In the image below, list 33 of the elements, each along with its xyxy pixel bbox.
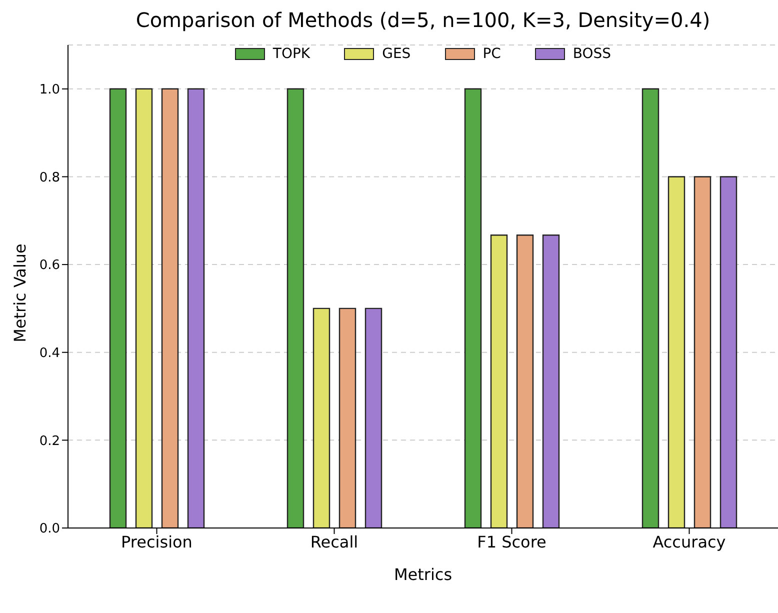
bar [109, 88, 127, 528]
y-tick-label: 1.0 [39, 82, 60, 98]
bar [187, 88, 205, 528]
bar [312, 308, 330, 528]
y-tick-label: 0.0 [39, 522, 60, 537]
bar [338, 308, 356, 528]
bar [161, 88, 179, 528]
bar [720, 176, 738, 528]
y-tick-label: 0.6 [39, 258, 60, 274]
x-tick-label: Accuracy [652, 532, 726, 552]
bar [642, 88, 660, 528]
y-axis-title: Metric Value [10, 244, 30, 342]
x-tick-label: Recall [310, 532, 358, 552]
bar [364, 308, 382, 528]
bar [286, 88, 304, 528]
chart-title: Comparison of Methods (d=5, n=100, K=3, Density=0.4) [134, 8, 712, 32]
bar [668, 176, 686, 528]
bar [542, 234, 560, 528]
legend-label: TOPK [272, 46, 310, 62]
y-tick-label: 0.4 [39, 346, 60, 361]
bar [516, 234, 534, 528]
y-tick-label: 0.8 [39, 170, 60, 186]
bar [490, 234, 508, 528]
y-tick-label: 0.2 [39, 434, 60, 449]
legend-label: GES [382, 46, 411, 62]
x-tick-label: F1 Score [477, 532, 546, 552]
x-axis-title: Metrics [394, 565, 452, 584]
x-tick-label: Precision [121, 532, 192, 552]
bar [135, 88, 153, 528]
legend-label: BOSS [572, 46, 612, 62]
legend-label: PC [482, 46, 501, 62]
bar [694, 176, 712, 528]
bar [464, 88, 482, 528]
